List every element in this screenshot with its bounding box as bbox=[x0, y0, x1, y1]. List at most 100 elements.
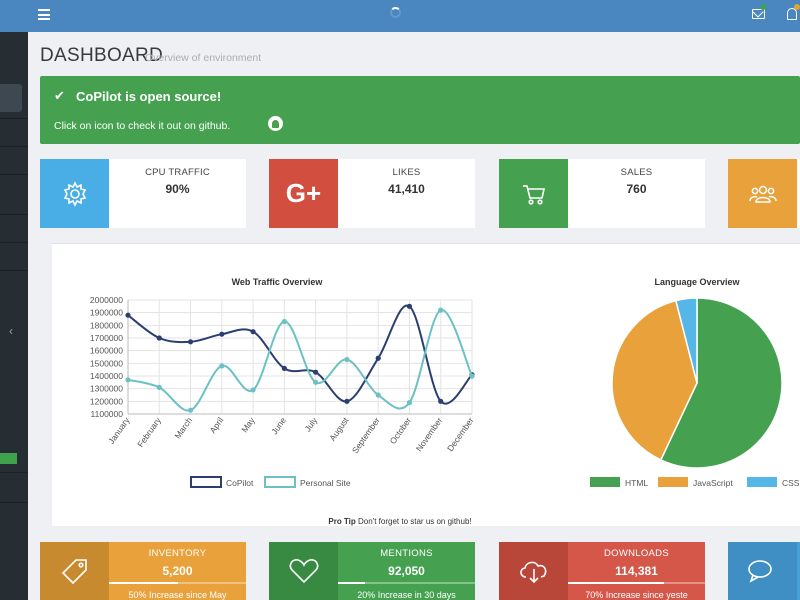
legend-label: CoPilot bbox=[226, 478, 254, 488]
stat-card-likes: G+ LIKES 41,410 bbox=[269, 159, 475, 228]
data-point bbox=[250, 387, 256, 393]
stat-value: 41,410 bbox=[388, 182, 425, 196]
data-point bbox=[344, 398, 350, 404]
legend-swatch bbox=[658, 477, 688, 487]
bell-icon[interactable] bbox=[787, 8, 797, 20]
stat-card-cpu: CPU TRAFFIC 90% bbox=[40, 159, 246, 228]
tile-description: 20% Increase in 30 days bbox=[357, 590, 456, 600]
data-point bbox=[281, 365, 287, 371]
x-tick-label: December bbox=[445, 415, 476, 453]
github-icon[interactable] bbox=[268, 116, 283, 131]
data-point bbox=[313, 379, 319, 385]
notification-badge bbox=[794, 4, 800, 10]
data-point bbox=[469, 373, 475, 379]
tile-downloads: DOWNLOADS 114,381 70% Increase since yes… bbox=[499, 542, 705, 600]
y-tick-label: 1900000 bbox=[90, 308, 123, 318]
tile-value: 114,381 bbox=[615, 564, 658, 578]
sidebar-badge bbox=[0, 453, 17, 464]
legend-label: JavaScript bbox=[693, 478, 733, 488]
stat-value: 90% bbox=[165, 182, 190, 196]
x-tick-label: November bbox=[414, 415, 445, 453]
data-point bbox=[187, 339, 194, 345]
sidebar-divider bbox=[0, 242, 28, 243]
check-icon: ✔ bbox=[54, 88, 65, 103]
y-tick-label: 1600000 bbox=[90, 346, 123, 356]
data-point bbox=[438, 307, 444, 313]
pro-tip: Pro Tip Don't forget to star us on githu… bbox=[0, 517, 800, 526]
pro-tip-label: Pro Tip bbox=[328, 517, 356, 526]
x-tick-label: August bbox=[327, 415, 351, 443]
stat-label: SALES bbox=[620, 167, 653, 178]
data-point bbox=[219, 363, 225, 369]
data-point bbox=[313, 369, 319, 375]
cart-icon bbox=[499, 159, 568, 228]
mail-badge bbox=[760, 4, 766, 10]
x-tick-label: October bbox=[388, 415, 414, 446]
stat-card-users bbox=[728, 159, 800, 228]
spinner-icon bbox=[390, 7, 401, 18]
data-point bbox=[187, 407, 194, 413]
envelope-icon[interactable] bbox=[752, 9, 765, 19]
y-tick-label: 1800000 bbox=[90, 320, 123, 330]
cloud-download-icon bbox=[499, 542, 568, 600]
tile-label: INVENTORY bbox=[148, 548, 207, 559]
data-point bbox=[344, 356, 350, 363]
legend-swatch bbox=[264, 476, 296, 488]
google-plus-icon: G+ bbox=[269, 159, 338, 228]
data-point bbox=[438, 398, 444, 404]
tile-label: DOWNLOADS bbox=[604, 548, 669, 559]
x-tick-label: January bbox=[106, 415, 132, 446]
data-point bbox=[125, 312, 131, 318]
x-tick-label: June bbox=[269, 415, 288, 436]
sidebar-divider bbox=[0, 270, 28, 271]
heart-icon bbox=[269, 542, 338, 600]
tile-description: 70% Increase since yeste bbox=[585, 590, 688, 600]
stat-label: CPU TRAFFIC bbox=[145, 167, 210, 178]
tile-content: DOWNLOADS 114,381 70% Increase since yes… bbox=[568, 542, 705, 600]
progress-bar bbox=[338, 582, 475, 584]
x-tick-label: September bbox=[350, 415, 382, 455]
sidebar-divider bbox=[0, 118, 28, 119]
y-tick-label: 1300000 bbox=[90, 384, 123, 394]
pie-slice bbox=[674, 297, 698, 384]
data-point bbox=[156, 335, 162, 341]
open-source-alert: ✔ CoPilot is open source! Click on icon … bbox=[40, 76, 800, 144]
stat-value: 760 bbox=[626, 182, 647, 196]
line-chart-title: Web Traffic Overview bbox=[232, 277, 324, 287]
pro-tip-text: Don't forget to star us on github! bbox=[358, 517, 472, 526]
hamburger-icon[interactable] bbox=[38, 9, 50, 20]
tile-inventory: INVENTORY 5,200 50% Increase since May bbox=[40, 542, 246, 600]
y-tick-label: 1400000 bbox=[90, 371, 123, 381]
sidebar-divider bbox=[0, 502, 28, 503]
sidebar-item-active[interactable] bbox=[0, 84, 22, 112]
tile-mentions: MENTIONS 92,050 20% Increase in 30 days bbox=[269, 542, 475, 600]
alert-heading: CoPilot is open source! bbox=[76, 89, 222, 104]
sidebar-divider bbox=[0, 146, 28, 147]
data-point bbox=[406, 400, 413, 406]
x-tick-label: February bbox=[135, 415, 163, 449]
tile-description: 50% Increase since May bbox=[128, 590, 227, 600]
top-navbar bbox=[0, 0, 800, 32]
data-point bbox=[250, 329, 256, 335]
stat-card-sales: SALES 760 bbox=[499, 159, 705, 228]
gear-icon bbox=[40, 159, 109, 228]
progress-bar bbox=[109, 582, 246, 584]
legend-swatch bbox=[590, 477, 620, 487]
y-tick-label: 1700000 bbox=[90, 333, 123, 343]
y-tick-label: 1100000 bbox=[91, 409, 124, 419]
legend-swatch bbox=[747, 477, 777, 487]
data-point bbox=[281, 318, 287, 325]
page-subtitle: Overview of environment bbox=[145, 52, 262, 64]
alert-text: Click on icon to check it out on github. bbox=[54, 120, 231, 132]
tile-content: INVENTORY 5,200 50% Increase since May bbox=[109, 542, 246, 600]
collapse-chevron-icon[interactable]: ‹ bbox=[9, 324, 13, 338]
x-tick-label: April bbox=[208, 415, 226, 435]
data-point bbox=[125, 377, 131, 383]
legend-label: Personal Site bbox=[300, 478, 351, 488]
y-tick-label: 1200000 bbox=[90, 396, 123, 406]
legend-label: HTML bbox=[625, 478, 648, 488]
progress-bar bbox=[568, 582, 705, 584]
x-tick-label: March bbox=[172, 415, 194, 440]
data-point bbox=[375, 355, 381, 361]
chat-icon bbox=[728, 542, 797, 600]
